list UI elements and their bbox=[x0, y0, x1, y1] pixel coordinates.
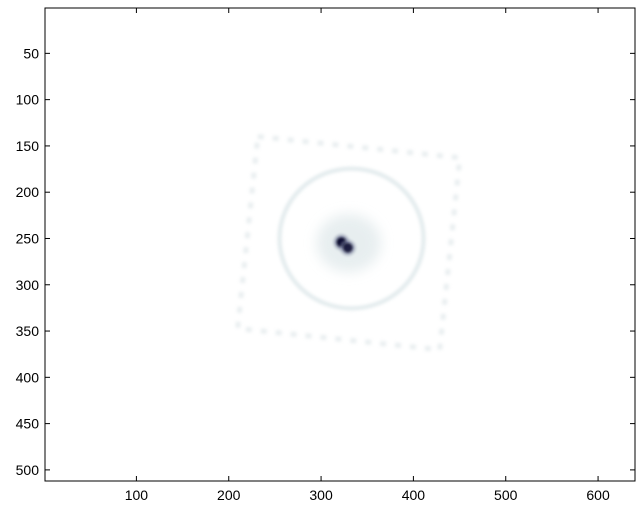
heatmap-image bbox=[234, 133, 463, 353]
x-tick-label: 600 bbox=[586, 487, 610, 503]
y-tick-label: 350 bbox=[16, 323, 40, 339]
y-axis: 50 100 150 200 250 300 350 400 450 500 bbox=[16, 45, 635, 478]
ring-3 bbox=[277, 166, 426, 311]
peak-1 bbox=[342, 242, 353, 253]
x-tick-label: 500 bbox=[494, 487, 518, 503]
y-tick-label: 450 bbox=[16, 416, 40, 432]
y-tick-label: 200 bbox=[16, 184, 40, 200]
y-tick-label: 500 bbox=[16, 462, 40, 478]
y-tick-label: 150 bbox=[16, 138, 40, 154]
y-tick-label: 300 bbox=[16, 277, 40, 293]
x-tick-label: 300 bbox=[309, 487, 333, 503]
y-tick-label: 250 bbox=[16, 230, 40, 246]
x-axis: 100 200 300 400 500 600 bbox=[125, 8, 610, 503]
axes-frame bbox=[44, 7, 636, 482]
x-tick-label: 200 bbox=[217, 487, 241, 503]
y-tick-label: 50 bbox=[23, 45, 39, 61]
y-tick-label: 100 bbox=[16, 92, 40, 108]
x-tick-label: 400 bbox=[402, 487, 426, 503]
square-pattern-edge bbox=[234, 133, 463, 353]
x-tick-label: 100 bbox=[125, 487, 149, 503]
y-tick-label: 400 bbox=[16, 369, 40, 385]
square-pattern-4 bbox=[234, 133, 463, 353]
